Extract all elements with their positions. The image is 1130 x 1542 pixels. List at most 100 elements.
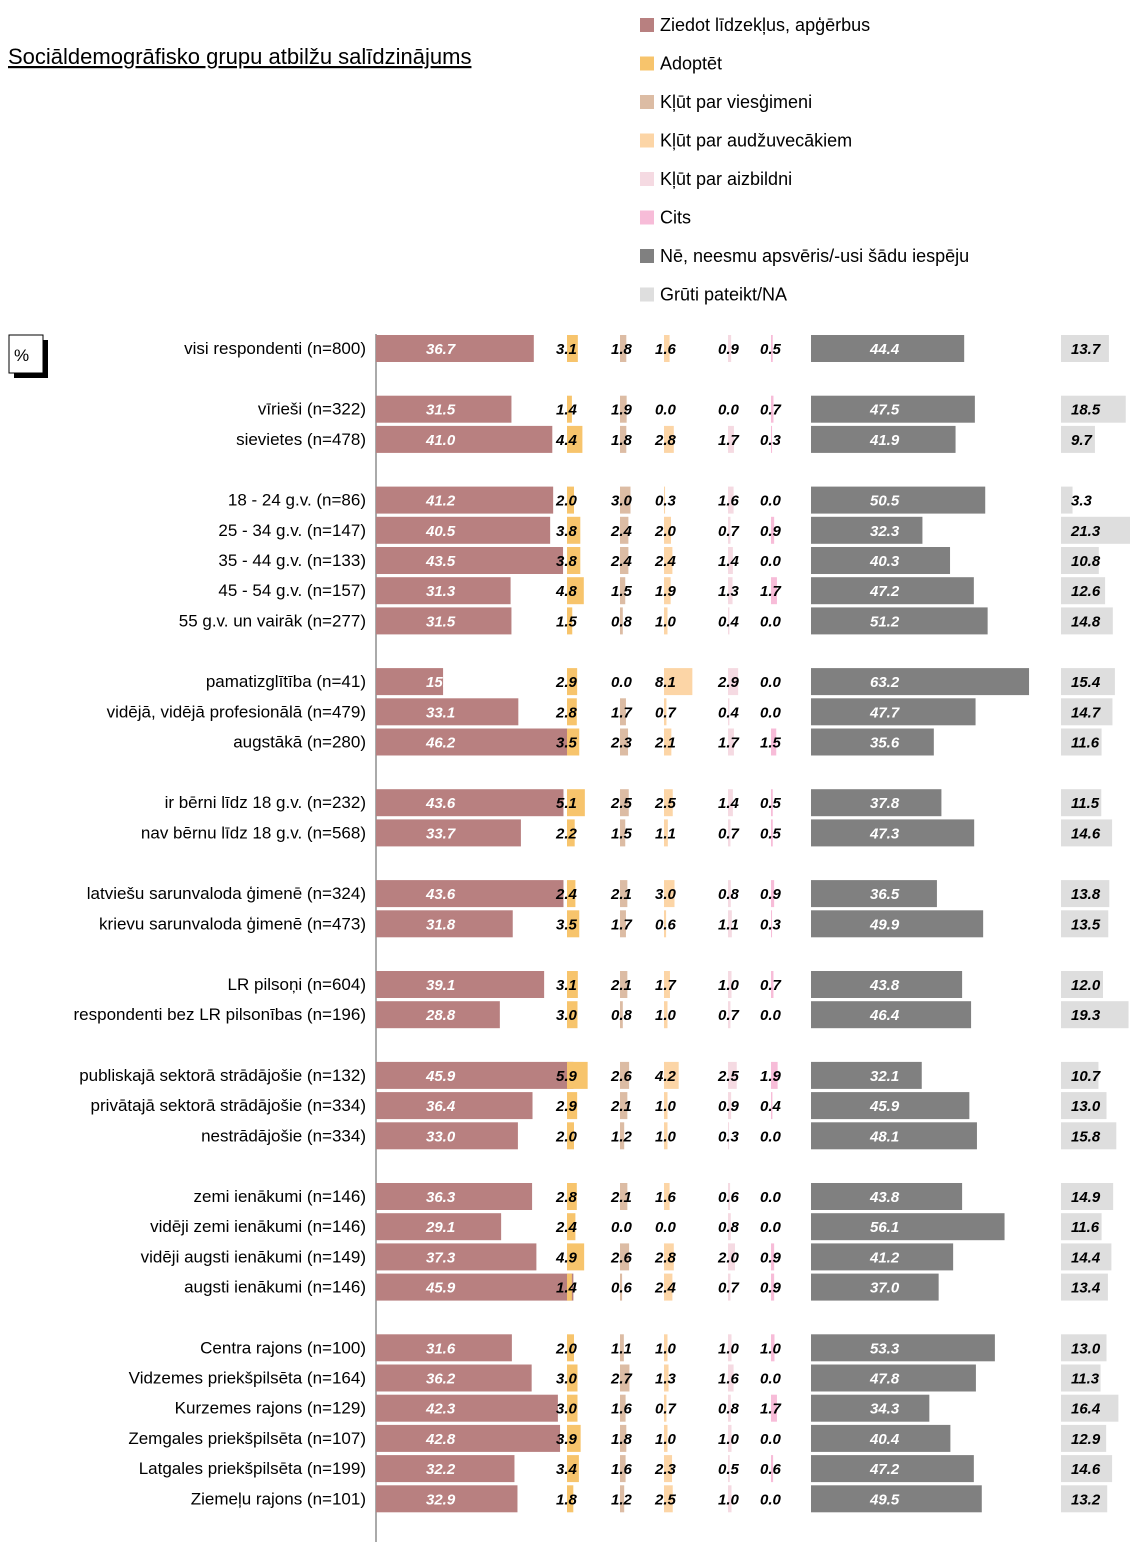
data-label-series-1: 1.5 [556, 613, 578, 630]
legend-swatch-6 [640, 249, 654, 263]
bar-series-2 [620, 910, 626, 938]
bar-series-7 [1061, 1455, 1113, 1483]
bar-series-4 [728, 971, 732, 998]
bar-series-0 [376, 1273, 574, 1301]
data-label-series-4: 1.3 [718, 583, 740, 600]
data-label-series-5: 1.5 [760, 735, 782, 752]
category-label: ir bērni līdz 18 g.v. (n=232) [165, 793, 366, 812]
bar-series-3 [664, 728, 672, 756]
bar-series-1 [567, 668, 578, 696]
bar-series-7 [1061, 971, 1103, 998]
bar-series-2 [620, 819, 626, 847]
data-label-series-6: 47.7 [869, 704, 900, 721]
data-label-series-4: 2.9 [717, 674, 740, 691]
data-label-series-3: 0.6 [655, 916, 677, 933]
bar-series-0 [376, 1213, 502, 1241]
data-label-series-6: 47.2 [869, 583, 900, 600]
bar-series-2 [620, 1092, 628, 1120]
bar-series-4 [728, 1273, 731, 1301]
data-label-series-3: 0.3 [655, 493, 677, 510]
bar-series-1 [567, 425, 583, 453]
data-label-series-5: 0.0 [760, 1491, 782, 1508]
legend-label-0: Ziedot līdzekļus, apģērbus [660, 15, 870, 35]
bar-series-2 [620, 1394, 626, 1422]
data-label-series-2: 2.7 [610, 1371, 633, 1388]
bar-series-0 [376, 486, 554, 514]
data-label-series-7: 10.8 [1071, 553, 1101, 570]
data-label-series-6: 34.3 [870, 1401, 900, 1418]
bar-series-5 [771, 395, 774, 423]
bar-series-5 [771, 880, 775, 908]
data-label-series-6: 41.2 [869, 1249, 900, 1266]
bar-series-3 [664, 698, 667, 726]
data-label-series-1: 2.9 [555, 1098, 578, 1115]
data-label-series-4: 0.9 [718, 1098, 740, 1115]
bar-series-6 [811, 789, 942, 817]
data-label-series-2: 2.6 [610, 1249, 633, 1266]
data-label-series-7: 19.3 [1071, 1007, 1101, 1024]
data-label-series-0: 43.5 [425, 553, 456, 570]
bar-series-4 [728, 668, 739, 696]
data-label-series-1: 1.4 [556, 1280, 578, 1297]
bar-series-0 [376, 1243, 537, 1271]
data-label-series-5: 0.0 [760, 1431, 782, 1448]
data-label-series-3: 1.0 [655, 1128, 677, 1145]
bar-series-2 [620, 486, 631, 514]
bar-series-6 [811, 1183, 963, 1210]
data-label-series-1: 3.0 [556, 1371, 578, 1388]
unit-box: % [8, 334, 48, 378]
data-label-series-0: 29.1 [425, 1219, 455, 1236]
bar-series-5 [771, 728, 777, 756]
data-label-series-6: 37.8 [870, 795, 900, 812]
bar-series-4 [728, 1183, 731, 1210]
bar-series-3 [664, 1455, 673, 1483]
data-label-series-5: 0.0 [760, 1007, 782, 1024]
data-label-series-7: 14.7 [1071, 704, 1101, 721]
data-label-series-6: 45.9 [869, 1098, 900, 1115]
bar-series-6 [811, 1394, 930, 1422]
bar-series-5 [771, 819, 773, 847]
bar-series-7 [1061, 698, 1113, 726]
category-label: 25 - 34 g.v. (n=147) [218, 521, 366, 540]
data-label-series-0: 43.6 [425, 886, 456, 903]
data-label-series-5: 0.9 [760, 1280, 782, 1297]
legend-swatch-4 [640, 172, 654, 186]
category-label: 45 - 54 g.v. (n=157) [218, 581, 366, 600]
bar-series-0 [376, 971, 545, 998]
data-label-series-4: 0.8 [718, 1401, 740, 1418]
bar-series-4 [728, 1364, 734, 1392]
bar-series-1 [567, 1455, 579, 1483]
bar-series-3 [664, 971, 670, 998]
data-label-series-5: 0.9 [760, 886, 782, 903]
data-label-series-4: 0.8 [718, 886, 740, 903]
bar-series-3 [664, 486, 666, 514]
bar-series-0 [376, 1334, 512, 1362]
bar-series-6 [811, 1001, 972, 1029]
bar-series-2 [620, 335, 627, 362]
data-label-series-2: 2.6 [610, 1068, 633, 1085]
bar-series-5 [771, 335, 773, 362]
bar-series-6 [811, 910, 984, 938]
data-label-series-3: 2.1 [654, 735, 676, 752]
bar-series-7 [1061, 668, 1115, 696]
data-label-series-7: 13.8 [1071, 886, 1101, 903]
bar-series-5 [771, 1092, 773, 1120]
data-label-series-6: 47.3 [869, 825, 900, 842]
data-label-series-5: 0.0 [760, 1128, 782, 1145]
data-label-series-2: 1.2 [611, 1128, 633, 1145]
data-label-series-4: 0.9 [718, 341, 740, 358]
bar-series-6 [811, 516, 923, 544]
data-label-series-4: 0.7 [718, 1280, 740, 1297]
data-label-series-7: 14.8 [1071, 613, 1101, 630]
bar-series-6 [811, 1092, 970, 1120]
data-label-series-3: 2.3 [654, 1461, 677, 1478]
data-label-series-1: 1.8 [556, 1491, 578, 1508]
data-label-series-0: 31.5 [426, 613, 456, 630]
bar-series-3 [664, 1183, 670, 1210]
data-label-series-7: 11.5 [1071, 795, 1100, 812]
bar-series-4 [728, 1061, 737, 1089]
data-label-series-2: 2.1 [610, 886, 632, 903]
bar-series-1 [567, 1213, 576, 1241]
data-label-series-2: 1.8 [611, 432, 633, 449]
category-label: 18 - 24 g.v. (n=86) [228, 491, 366, 510]
